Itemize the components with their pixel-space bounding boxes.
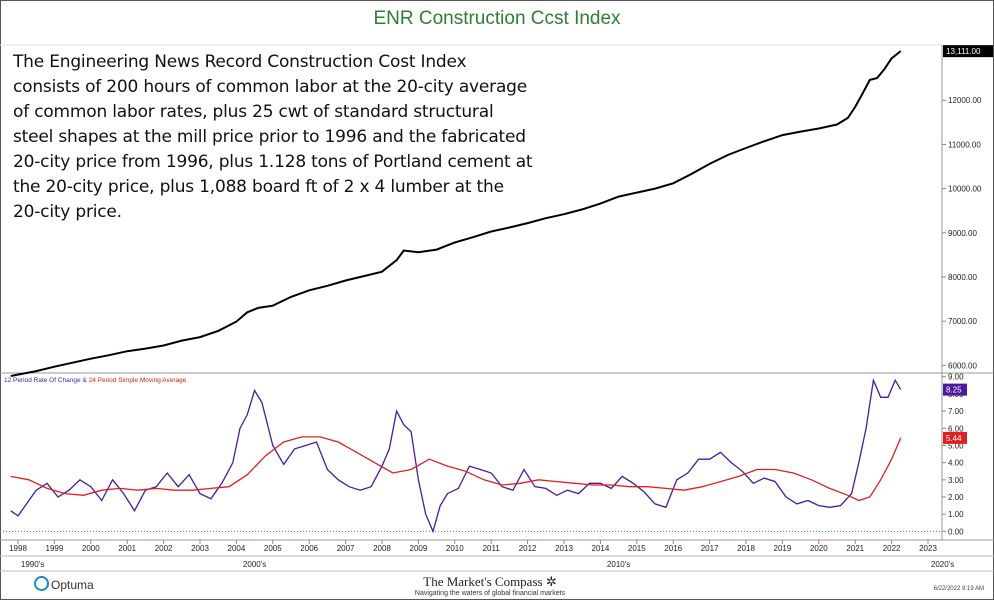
x-tick-label: 2008: [373, 544, 391, 553]
bottom-y-tick-label: 7.00: [948, 407, 964, 416]
x-tick-label: 2017: [701, 544, 719, 553]
x-tick-label: 2023: [919, 544, 937, 553]
decade-label: 1990's: [21, 560, 44, 569]
top-y-tick-label: 7000.00: [948, 317, 977, 326]
last-value-label: 13,111.00: [946, 47, 981, 56]
timestamp: 6/22/2022 9:19 AM: [933, 586, 984, 592]
legend-sma: 24 Period Simple Moving Average: [88, 377, 187, 384]
x-tick-label: 2012: [519, 544, 537, 553]
legend-roc: 12 Period Rate Of Change: [4, 377, 81, 384]
chart-description: The Engineering News Record Construction…: [13, 52, 533, 222]
top-y-tick-label: 8000.00: [948, 273, 977, 282]
optuma-logo: Optuma: [34, 576, 94, 592]
enr-index-line: [10, 50, 902, 377]
optuma-icon: [34, 576, 49, 591]
x-tick-label: 2009: [410, 544, 428, 553]
x-tick-label: 2010: [446, 544, 464, 553]
x-tick-label: 2015: [628, 544, 646, 553]
top-y-tick-label: 10000.00: [948, 185, 982, 194]
x-tick-label: 2014: [592, 544, 610, 553]
last-value-badge: [943, 45, 993, 58]
brand-block: The Market's Compass ✲ Navigating the wa…: [400, 574, 580, 597]
decade-label: 2020's: [931, 560, 954, 569]
bottom-y-tick-label: 5.00: [948, 441, 964, 450]
bottom-y-tick-label: 4.00: [948, 459, 964, 468]
sma-last-label: 5.44: [946, 434, 962, 443]
top-y-tick-label: 9000.00: [948, 229, 977, 238]
brand-tagline: Navigating the waters of global financia…: [414, 590, 566, 597]
x-tick-label: 2005: [264, 544, 282, 553]
x-tick-label: 2013: [555, 544, 573, 553]
compass-icon: ✲: [545, 574, 557, 589]
x-tick-label: 2019: [774, 544, 792, 553]
sma-line: [10, 436, 902, 502]
x-tick-label: 2004: [228, 544, 246, 553]
bottom-y-tick-label: 1.00: [948, 510, 964, 519]
decade-label: 2000's: [243, 560, 266, 569]
bottom-y-tick-label: 6.00: [948, 424, 964, 433]
roc-last-badge: [943, 383, 967, 396]
x-tick-label: 2021: [846, 544, 864, 553]
x-tick-label: 2003: [191, 544, 209, 553]
chart-title: ENR Construction Ccst Index: [373, 8, 621, 29]
x-tick-label: 1998: [9, 544, 27, 553]
top-y-tick-label: 6000.00: [948, 361, 977, 370]
optuma-label: Optuma: [51, 578, 94, 592]
x-tick-label: 2000: [82, 544, 100, 553]
x-tick-label: 2016: [664, 544, 682, 553]
x-tick-label: 2011: [483, 544, 501, 553]
x-tick-label: 1999: [46, 544, 64, 553]
x-tick-label: 2022: [883, 544, 901, 553]
bottom-y-tick-label: 2.00: [948, 493, 964, 502]
x-tick-label: 2020: [810, 544, 828, 553]
roc-last-label: 8.25: [946, 386, 962, 395]
x-tick-label: 2018: [737, 544, 755, 553]
brand-name: The Market's Compass: [423, 574, 543, 589]
roc-line: [10, 377, 902, 534]
x-tick-label: 2002: [155, 544, 173, 553]
top-y-tick-label: 11000.00: [948, 140, 981, 149]
sma-last-badge: [943, 431, 967, 444]
bottom-y-tick-label: 9.00: [948, 373, 964, 382]
x-tick-label: 2001: [118, 544, 136, 553]
indicator-legend: 12 Period Rate Of Change & 24 Period Sim…: [4, 377, 187, 384]
x-tick-label: 2006: [300, 544, 318, 553]
top-y-tick-label: 12000.00: [948, 96, 982, 105]
bottom-y-tick-label: 3.00: [948, 476, 964, 485]
bottom-y-tick-label: 0.00: [948, 527, 964, 536]
decade-label: 2010's: [607, 560, 630, 569]
x-tick-label: 2007: [337, 544, 355, 553]
